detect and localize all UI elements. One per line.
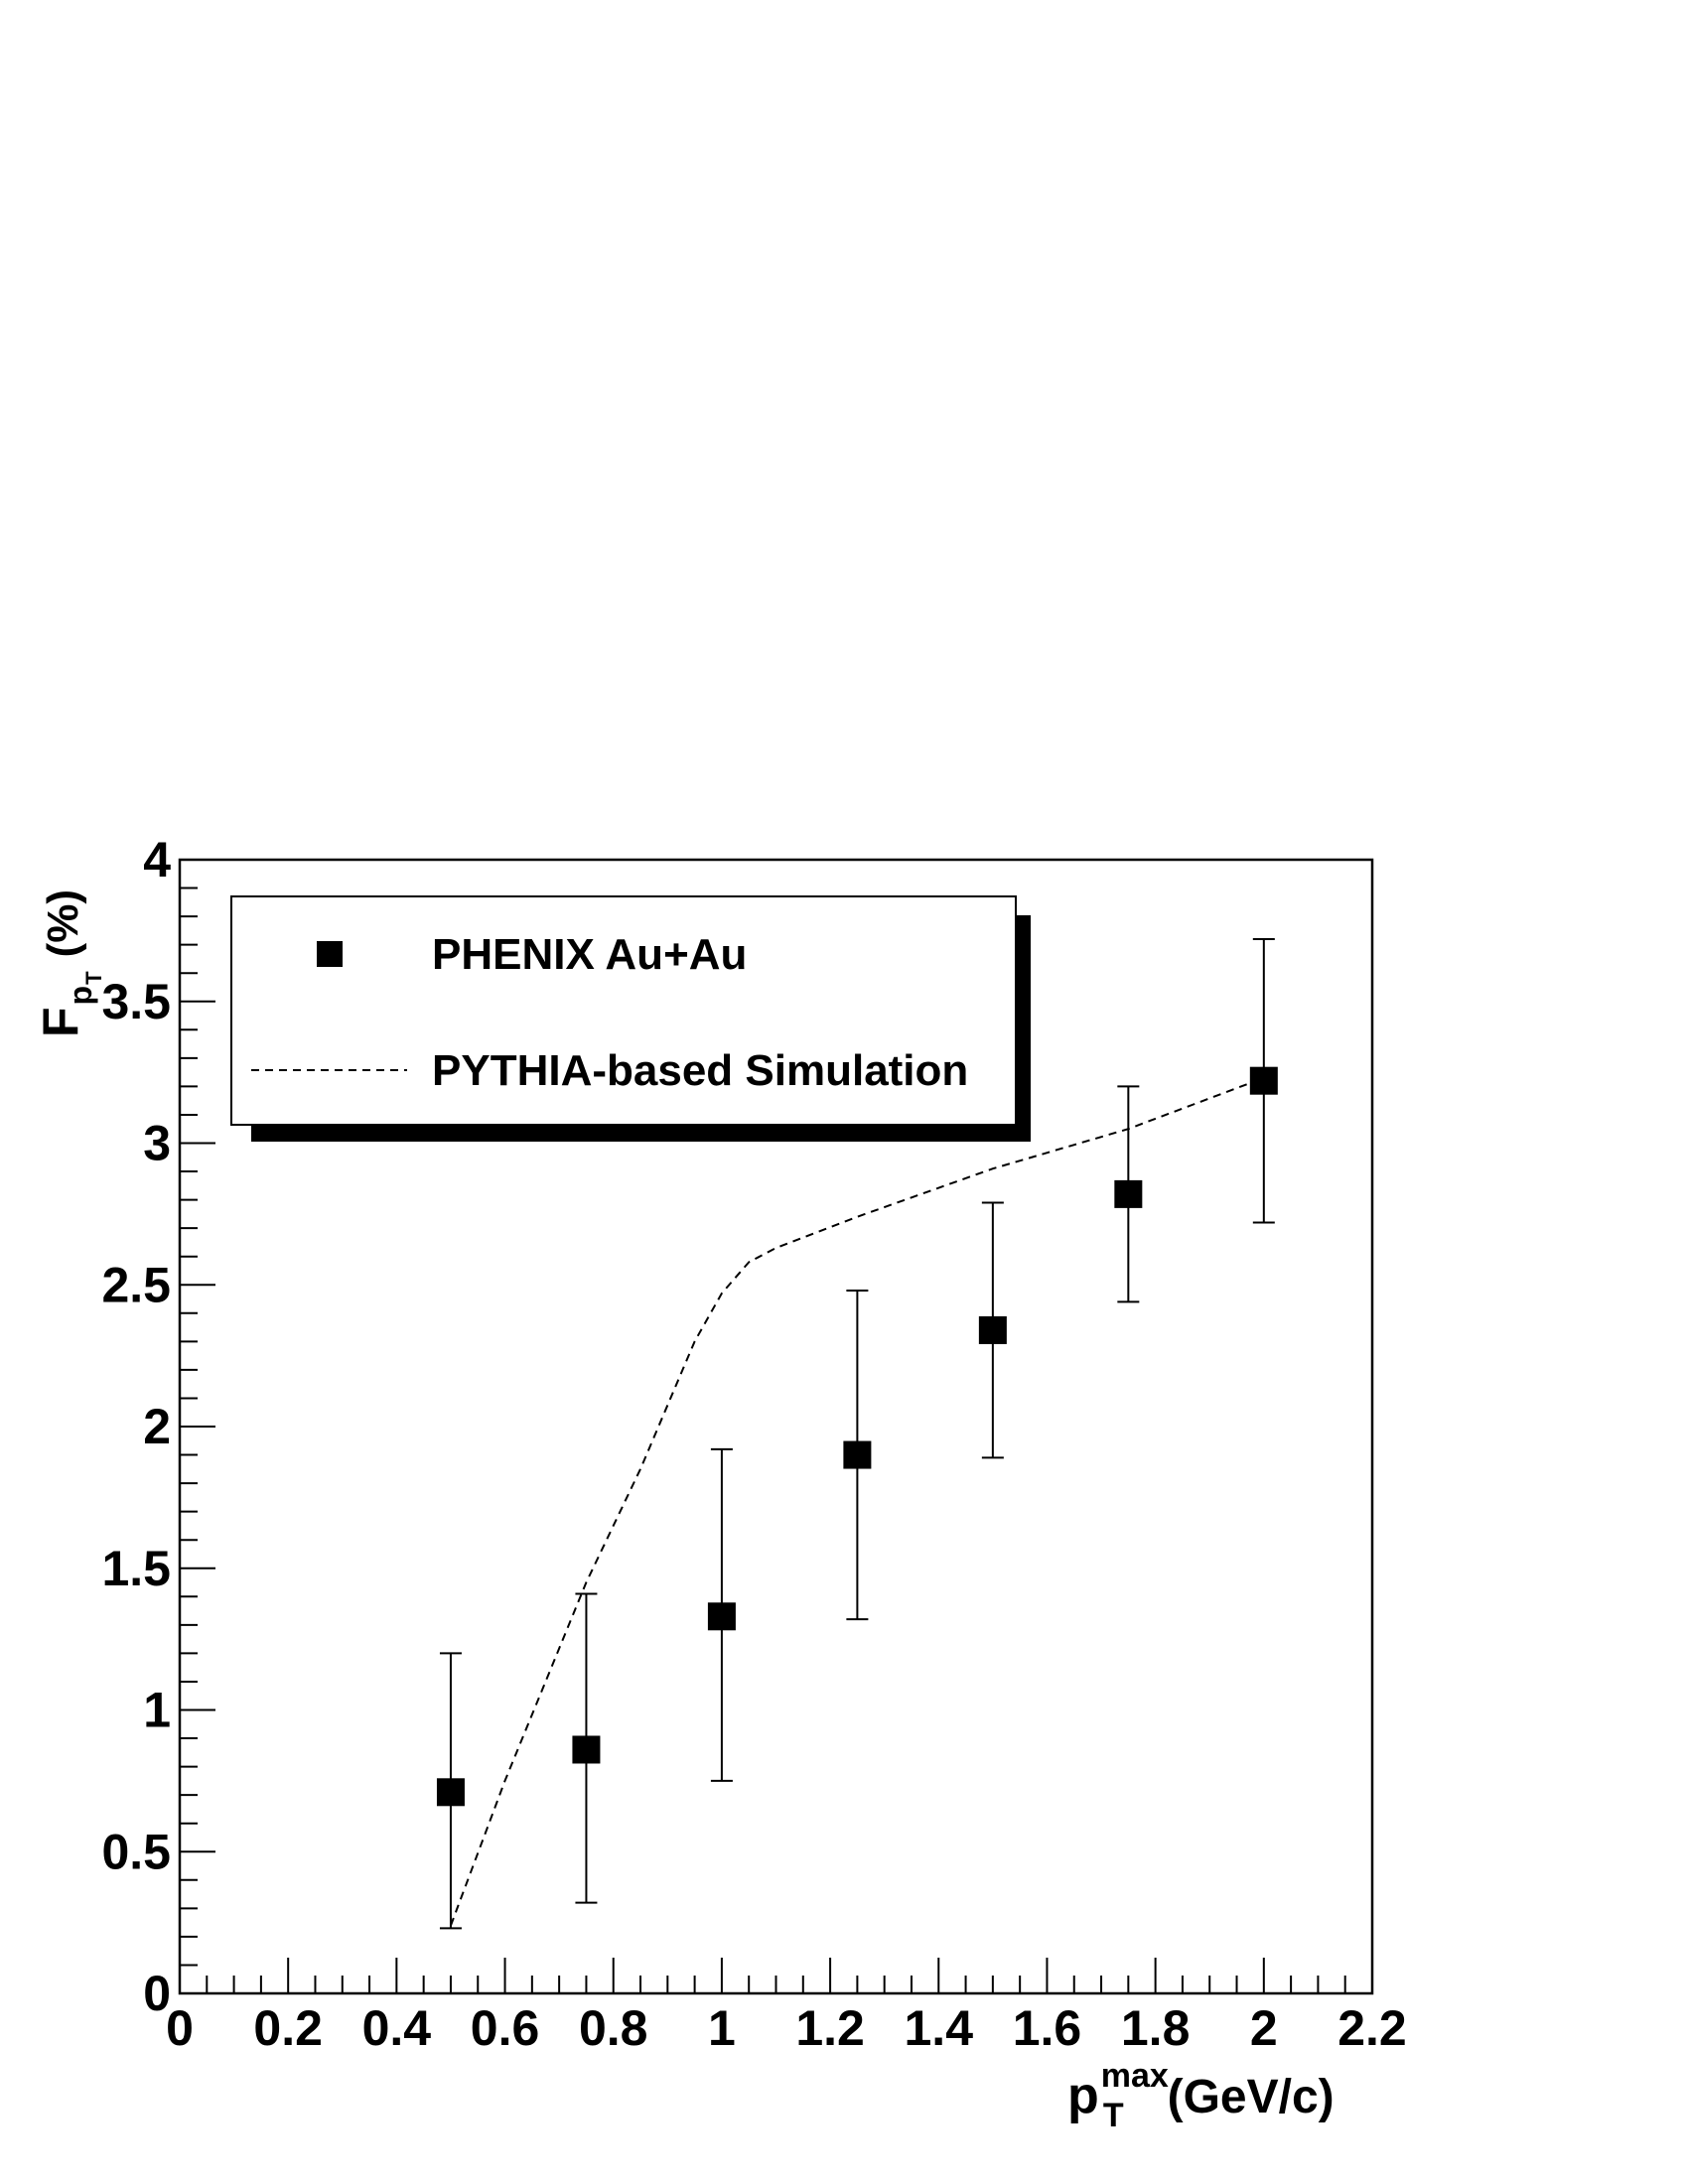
x-label-unit: (GeV/c) bbox=[1168, 2071, 1335, 2123]
y-axis-ticks bbox=[180, 859, 215, 1994]
x-tick-label: 0.8 bbox=[579, 2000, 648, 2056]
y-tick-label: 1.5 bbox=[101, 1541, 171, 1596]
x-tick-label: 1 bbox=[708, 2000, 736, 2056]
x-tick-label: 0.2 bbox=[253, 2000, 323, 2056]
data-point-marker bbox=[978, 1315, 1007, 1344]
simulation-line bbox=[450, 1076, 1265, 1926]
x-tick-label: 1.2 bbox=[795, 2000, 865, 2056]
y-axis-tick-labels: 0 0.5 1 1.5 2 2.5 3 3.5 4 bbox=[101, 832, 171, 2021]
x-label-sup: max bbox=[1101, 2057, 1169, 2095]
y-label-main: F bbox=[33, 1007, 88, 1037]
x-axis-label: pmax T (GeV/c) bbox=[1067, 2057, 1335, 2134]
data-point-marker bbox=[572, 1735, 601, 1764]
y-tick-label: 1 bbox=[143, 1683, 171, 1738]
x-tick-label: 1.8 bbox=[1121, 2000, 1191, 2056]
y-tick-label: 2 bbox=[143, 1399, 171, 1454]
y-label-subsub: T bbox=[81, 971, 106, 985]
y-tick-label: 3.5 bbox=[101, 974, 171, 1029]
data-point-marker bbox=[436, 1778, 465, 1807]
x-tick-label: 1.6 bbox=[1013, 2000, 1082, 2056]
x-tick-label: 0.4 bbox=[362, 2000, 432, 2056]
x-tick-label: 2.2 bbox=[1337, 2000, 1407, 2056]
x-axis-tick-labels: 0 0.2 0.4 0.6 0.8 1 1.2 1.4 1.6 1.8 2 2.2 bbox=[166, 2000, 1407, 2056]
legend: PHENIX Au+Au PYTHIA-based Simulation bbox=[230, 895, 1031, 1142]
x-label-main: p bbox=[1067, 2067, 1099, 2124]
y-tick-label: 0.5 bbox=[101, 1824, 171, 1879]
y-tick-label: 4 bbox=[143, 832, 171, 887]
legend-label-phenix: PHENIX Au+Au bbox=[432, 930, 747, 979]
x-tick-label: 0 bbox=[166, 2000, 194, 2056]
data-point-marker bbox=[1114, 1179, 1143, 1208]
y-label-sub: p bbox=[63, 986, 98, 1006]
svg-text:FpT(%): FpT (%) bbox=[33, 889, 106, 1037]
series-pythia-simulation bbox=[450, 1076, 1265, 1926]
x-tick-label: 0.6 bbox=[471, 2000, 540, 2056]
y-label-unit: (%) bbox=[39, 889, 87, 957]
series-phenix-markers bbox=[436, 1066, 1278, 1807]
x-axis-ticks bbox=[179, 1958, 1373, 1993]
data-point-marker bbox=[843, 1440, 872, 1469]
data-point-marker bbox=[707, 1602, 736, 1631]
legend-label-pythia: PYTHIA-based Simulation bbox=[432, 1046, 968, 1095]
y-tick-label: 3 bbox=[143, 1116, 171, 1171]
x-tick-label: 1.4 bbox=[905, 2000, 974, 2056]
x-label-sub: T bbox=[1103, 2097, 1124, 2134]
x-tick-label: 2 bbox=[1250, 2000, 1278, 2056]
legend-box bbox=[230, 895, 1017, 1126]
data-point-marker bbox=[1249, 1066, 1278, 1095]
y-tick-label: 2.5 bbox=[101, 1257, 171, 1312]
legend-square-marker-icon bbox=[317, 941, 343, 967]
y-axis-label: FpT (%) bbox=[33, 889, 106, 1037]
y-tick-label: 0 bbox=[143, 1966, 171, 2021]
